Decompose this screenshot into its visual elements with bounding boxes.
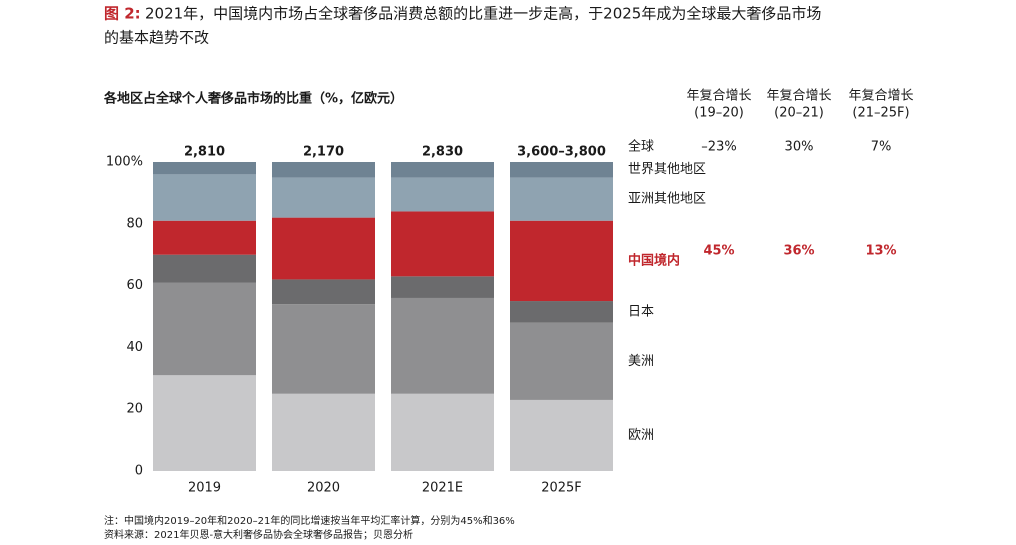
legend-label: 亚洲其他地区 xyxy=(628,192,706,207)
y-tick-label: 20 xyxy=(126,402,143,417)
x-tick-label: 2025F xyxy=(541,481,582,496)
total-label: 2,810 xyxy=(184,145,225,160)
bar-segment xyxy=(153,162,256,175)
bar-segment xyxy=(391,276,494,298)
bar-segment xyxy=(153,174,256,221)
total-label: 2,830 xyxy=(422,145,463,160)
x-tick-label: 2019 xyxy=(188,481,221,496)
y-tick-label: 100% xyxy=(106,155,143,170)
bar-segment xyxy=(510,301,613,323)
bar-segment xyxy=(272,177,375,218)
bar-segment xyxy=(391,297,494,394)
bar-segment xyxy=(272,279,375,305)
total-label: 2,170 xyxy=(303,145,344,160)
legend-label: 世界其他地区 xyxy=(628,162,706,177)
legend-label: 美洲 xyxy=(628,354,654,369)
bar-segment xyxy=(153,220,256,255)
bar-segment xyxy=(510,399,613,471)
total-label: 3,600–3,800 xyxy=(517,145,606,160)
title: 的基本趋势不改 xyxy=(104,29,209,47)
table-cell: 45% xyxy=(703,244,734,259)
table-cell: 13% xyxy=(865,244,896,259)
bar-segment xyxy=(153,254,256,283)
row-label: 全球 xyxy=(628,139,654,155)
table-cell: 30% xyxy=(785,140,814,155)
bar-segment xyxy=(272,304,375,394)
title: 2021年，中国境内市场占全球奢侈品消费总额的比重进一步走高，于2025年成为全… xyxy=(145,5,821,23)
table-cell: 36% xyxy=(783,244,814,259)
chart-title: 各地区占全球个人奢侈品市场的比重（%，亿欧元） xyxy=(103,91,403,107)
y-tick-label: 0 xyxy=(135,464,143,479)
table-cell: 7% xyxy=(871,140,892,155)
table-cell: –23% xyxy=(701,140,736,155)
bar-segment xyxy=(153,282,256,376)
bar-segment xyxy=(153,375,256,471)
bar-segment xyxy=(272,217,375,280)
table-header: (20–21) xyxy=(774,106,824,121)
x-tick-label: 2020 xyxy=(307,481,340,496)
x-tick-label: 2021E xyxy=(422,481,463,496)
legend-label: 欧洲 xyxy=(628,428,654,443)
legend-label: 日本 xyxy=(628,304,654,319)
table-header: (19–20) xyxy=(694,106,744,121)
bar-segment xyxy=(391,393,494,471)
bar-segment xyxy=(272,393,375,471)
table-header: 年复合增长 xyxy=(686,89,751,104)
y-tick-label: 80 xyxy=(126,216,143,231)
figure-label: 图 2: xyxy=(104,5,141,23)
y-tick-label: 60 xyxy=(126,278,143,293)
bar-segment xyxy=(391,211,494,277)
bar-segment xyxy=(391,162,494,178)
bar-segment xyxy=(510,322,613,400)
legend-label: 中国境内 xyxy=(628,252,680,268)
bar-segment xyxy=(391,177,494,212)
table-header: (21–25F) xyxy=(852,106,909,121)
y-tick-label: 40 xyxy=(126,340,143,355)
bar-segment xyxy=(510,177,613,221)
source: 资料来源：2021年贝恩-意大利奢侈品协会全球奢侈品报告；贝恩分析 xyxy=(104,528,413,541)
table-header: 年复合增长 xyxy=(848,89,913,104)
table-header: 年复合增长 xyxy=(766,89,831,104)
bar-segment xyxy=(510,162,613,178)
bar-segment xyxy=(510,220,613,302)
bar-segment xyxy=(272,162,375,178)
note: 注：中国境内2019–20年和2020–21年的同比增速按当年平均汇率计算，分别… xyxy=(104,514,515,527)
